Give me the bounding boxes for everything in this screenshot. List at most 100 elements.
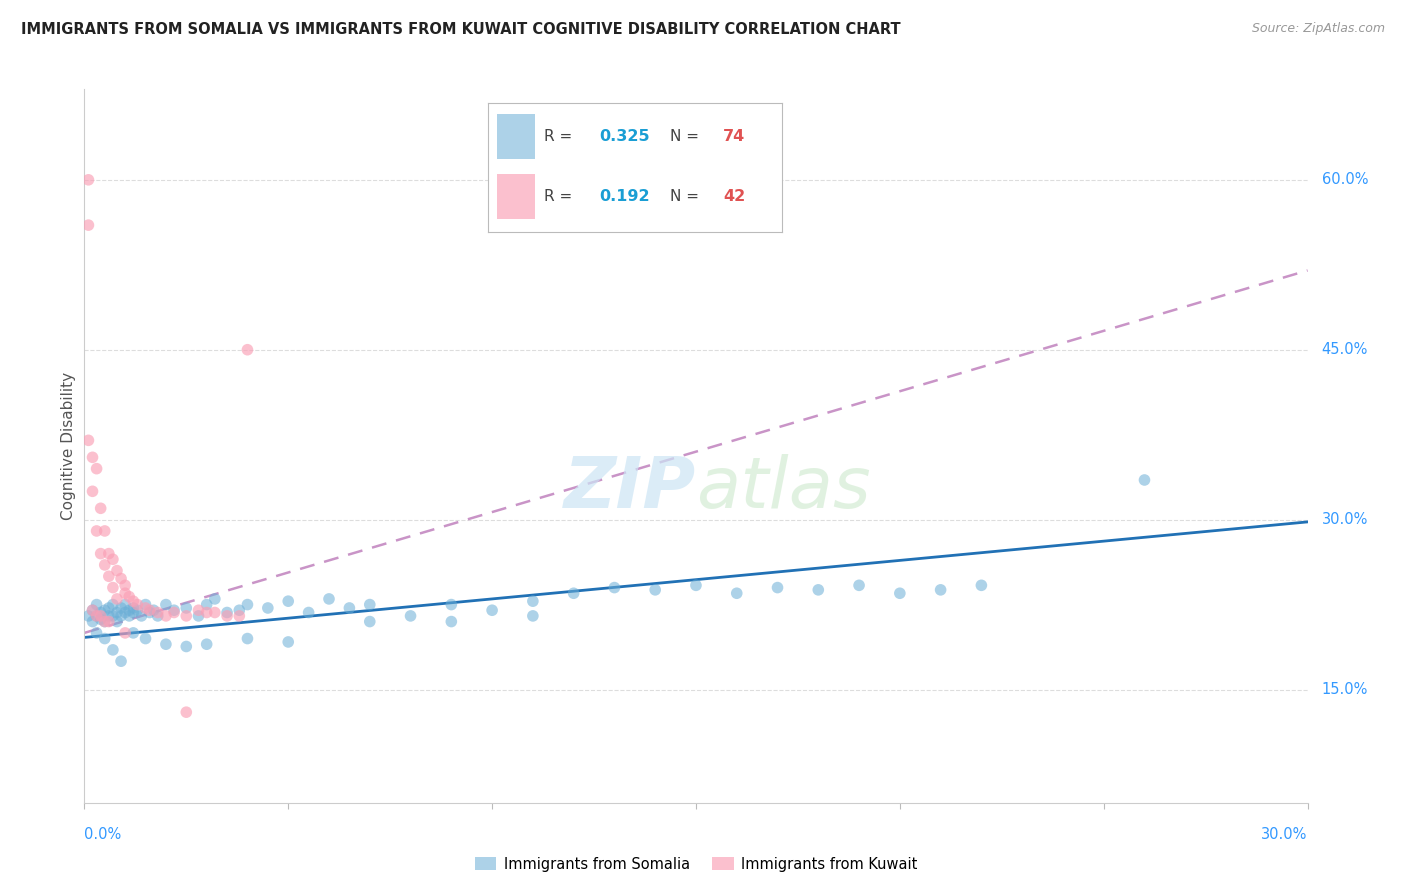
Point (93, 603, 115, 617)
Point (174, 601, 197, 615)
Point (298, 606, 321, 620)
Point (90, 608, 112, 623)
Point (101, 552, 124, 566)
Point (155, 608, 177, 623)
Point (217, 606, 239, 620)
Point (522, 594, 544, 608)
Point (122, 601, 145, 615)
Point (929, 582, 952, 597)
Point (114, 586, 136, 600)
Point (174, 705, 197, 719)
Point (86, 608, 108, 623)
Point (118, 603, 141, 617)
Text: IMMIGRANTS FROM SOMALIA VS IMMIGRANTS FROM KUWAIT COGNITIVE DISABILITY CORRELATI: IMMIGRANTS FROM SOMALIA VS IMMIGRANTS FR… (21, 22, 901, 37)
Point (187, 608, 209, 623)
Text: Source: ZipAtlas.com: Source: ZipAtlas.com (1251, 22, 1385, 36)
Point (101, 643, 124, 657)
Point (86, 598, 108, 612)
Point (1133, 473, 1156, 487)
Point (82, 484, 104, 499)
Point (236, 632, 259, 646)
Point (195, 598, 218, 612)
Point (93, 524, 115, 538)
Point (110, 654, 132, 668)
Point (90, 547, 112, 561)
Point (101, 608, 124, 623)
Point (359, 598, 381, 612)
Point (135, 632, 157, 646)
Point (399, 608, 422, 623)
Point (644, 582, 666, 597)
Point (127, 603, 149, 617)
Point (889, 586, 911, 600)
Point (110, 572, 132, 586)
Point (86, 461, 108, 475)
Point (522, 608, 544, 623)
Point (101, 581, 124, 595)
Point (86, 524, 108, 538)
Point (93, 632, 115, 646)
Point (114, 626, 136, 640)
Point (257, 601, 280, 615)
Point (204, 591, 226, 606)
Point (131, 608, 153, 623)
Text: 30.0%: 30.0% (1261, 827, 1308, 841)
Point (138, 603, 160, 617)
Point (163, 603, 186, 617)
Point (236, 598, 259, 612)
Point (118, 590, 141, 604)
Y-axis label: Cognitive Disability: Cognitive Disability (60, 372, 76, 520)
Point (155, 598, 177, 612)
Point (105, 591, 128, 606)
Point (105, 606, 128, 620)
Point (93, 615, 115, 629)
Point (82, 603, 104, 617)
Point (155, 637, 177, 651)
Point (77, 173, 100, 187)
Point (195, 637, 218, 651)
Text: ZIP: ZIP (564, 454, 696, 524)
Point (339, 601, 360, 615)
Point (277, 635, 299, 649)
Point (187, 603, 209, 617)
Point (97, 615, 120, 629)
Point (118, 608, 141, 623)
Text: atlas: atlas (696, 454, 870, 524)
Point (105, 615, 128, 629)
Point (562, 586, 585, 600)
Point (86, 626, 108, 640)
Point (318, 591, 340, 606)
Point (114, 606, 136, 620)
Point (90, 612, 112, 626)
Point (86, 608, 108, 623)
Point (93, 558, 115, 572)
Legend: Immigrants from Somalia, Immigrants from Kuwait: Immigrants from Somalia, Immigrants from… (468, 851, 924, 878)
Point (122, 606, 145, 620)
Point (359, 615, 381, 629)
Point (97, 608, 120, 623)
Point (228, 608, 250, 623)
Point (970, 578, 993, 592)
Point (97, 569, 120, 583)
Point (82, 615, 104, 629)
Point (440, 615, 463, 629)
Point (90, 606, 112, 620)
Point (110, 601, 132, 615)
Text: 60.0%: 60.0% (1322, 172, 1368, 187)
Text: 45.0%: 45.0% (1322, 343, 1368, 357)
Point (848, 578, 870, 592)
Point (105, 564, 128, 578)
Point (101, 598, 124, 612)
Text: 30.0%: 30.0% (1322, 512, 1368, 527)
Point (174, 608, 197, 623)
Point (217, 608, 239, 623)
Point (93, 615, 115, 629)
Point (142, 603, 165, 617)
Point (236, 343, 259, 357)
Point (766, 581, 789, 595)
Point (163, 606, 186, 620)
Text: 15.0%: 15.0% (1322, 682, 1368, 697)
Point (114, 578, 136, 592)
Point (77, 218, 100, 232)
Point (82, 603, 104, 617)
